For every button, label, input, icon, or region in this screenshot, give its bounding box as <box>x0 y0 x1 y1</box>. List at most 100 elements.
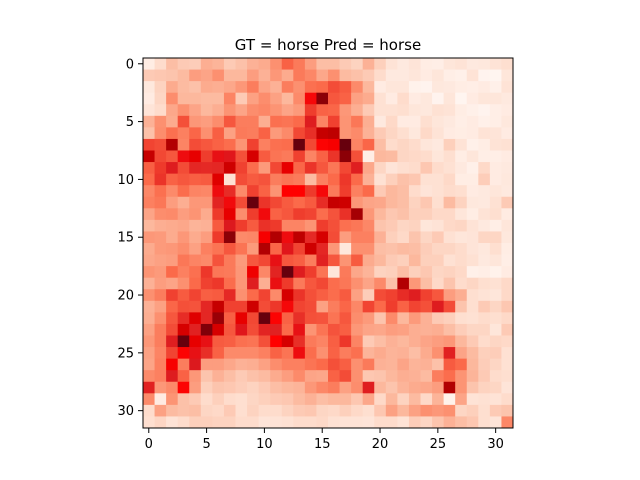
heatmap-cell <box>316 58 329 70</box>
heatmap-cell <box>258 381 271 394</box>
heatmap-cell <box>397 358 410 371</box>
heatmap-cell <box>432 231 445 244</box>
heatmap-cell <box>212 127 225 140</box>
heatmap-cell <box>189 323 202 336</box>
heatmap-cell <box>247 115 260 128</box>
heatmap-cell <box>501 150 514 163</box>
heatmap-cell <box>443 266 456 279</box>
heatmap-cell <box>374 219 387 232</box>
heatmap-cell <box>304 196 317 209</box>
heatmap-cell <box>432 81 445 94</box>
heatmap-cell <box>374 404 387 417</box>
heatmap-cell <box>397 404 410 417</box>
heatmap-cell <box>374 358 387 371</box>
heatmap-cell <box>177 312 190 325</box>
heatmap-cell <box>408 393 421 406</box>
heatmap-cell <box>501 277 514 290</box>
heatmap-cell <box>235 289 248 302</box>
heatmap-cell <box>443 243 456 255</box>
heatmap-cell <box>281 104 294 117</box>
heatmap-cell <box>258 208 271 221</box>
heatmap-cell <box>304 219 317 232</box>
heatmap-cell <box>351 370 364 383</box>
heatmap-cell <box>258 335 271 348</box>
heatmap-cell <box>166 370 179 383</box>
heatmap-cell <box>385 208 398 221</box>
heatmap-cell <box>501 347 514 360</box>
heatmap-cell <box>339 300 352 313</box>
heatmap-cell <box>351 115 364 128</box>
heatmap-cell <box>316 323 329 336</box>
heatmap-cell <box>270 127 283 140</box>
heatmap-cell <box>455 312 468 325</box>
heatmap-cell <box>304 173 317 186</box>
heatmap-cell <box>328 370 340 383</box>
heatmap-cell <box>189 58 202 70</box>
heatmap-cell <box>258 127 271 140</box>
heatmap-cell <box>258 69 271 82</box>
y-tick-label: 25 <box>117 346 134 361</box>
heatmap-cell <box>374 416 387 429</box>
heatmap-cell <box>466 115 479 128</box>
heatmap-cell <box>166 312 179 325</box>
heatmap-cell <box>443 323 456 336</box>
y-tick-label: 15 <box>117 231 134 246</box>
heatmap-cell <box>316 243 329 255</box>
heatmap-cell <box>223 115 236 128</box>
heatmap-cell <box>270 404 283 417</box>
heatmap-cell <box>397 92 410 105</box>
heatmap-cell <box>339 162 352 175</box>
heatmap-cell <box>408 347 421 360</box>
heatmap-cell <box>374 266 387 279</box>
heatmap-cell <box>408 358 421 371</box>
heatmap-cell <box>374 312 387 325</box>
heatmap-cell <box>247 381 260 394</box>
heatmap-cell <box>362 300 375 313</box>
heatmap-cell <box>328 416 340 429</box>
heatmap-cell <box>339 185 352 198</box>
heatmap-cell <box>328 404 340 417</box>
heatmap-cell <box>351 358 364 371</box>
heatmap-cell <box>223 277 236 290</box>
heatmap-cell <box>443 150 456 163</box>
heatmap-cell <box>235 69 248 82</box>
heatmap-cell <box>154 127 167 140</box>
heatmap-cell <box>293 219 306 232</box>
heatmap-cell <box>443 81 456 94</box>
heatmap-cell <box>489 300 502 313</box>
heatmap-cell <box>420 127 433 140</box>
heatmap-cell <box>304 243 317 255</box>
heatmap-cell <box>328 162 340 175</box>
heatmap-cell <box>281 358 294 371</box>
heatmap-cell <box>478 196 491 209</box>
heatmap-cell <box>223 231 236 244</box>
heatmap-cell <box>143 69 155 82</box>
heatmap-cell <box>443 312 456 325</box>
heatmap-cell <box>247 347 260 360</box>
heatmap-cell <box>443 185 456 198</box>
heatmap-cell <box>408 92 421 105</box>
heatmap-cell <box>281 277 294 290</box>
heatmap-cell <box>455 162 468 175</box>
heatmap-cell <box>489 173 502 186</box>
heatmap-cell <box>189 266 202 279</box>
heatmap-cell <box>420 81 433 94</box>
heatmap-cell <box>432 162 445 175</box>
heatmap-cell <box>143 404 155 417</box>
heatmap-cell <box>223 404 236 417</box>
heatmap-cell <box>432 404 445 417</box>
heatmap-cell <box>166 358 179 371</box>
heatmap-cell <box>339 219 352 232</box>
heatmap-cell <box>258 393 271 406</box>
heatmap-cell <box>339 115 352 128</box>
heatmap-cell <box>247 69 260 82</box>
heatmap-cell <box>223 335 236 348</box>
heatmap-cell <box>362 196 375 209</box>
heatmap-cell <box>455 393 468 406</box>
heatmap-cell <box>270 243 283 255</box>
heatmap-cell <box>154 208 167 221</box>
heatmap-cell <box>385 138 398 151</box>
heatmap-cell <box>420 231 433 244</box>
heatmap-cell <box>143 300 155 313</box>
heatmap-cell <box>235 196 248 209</box>
